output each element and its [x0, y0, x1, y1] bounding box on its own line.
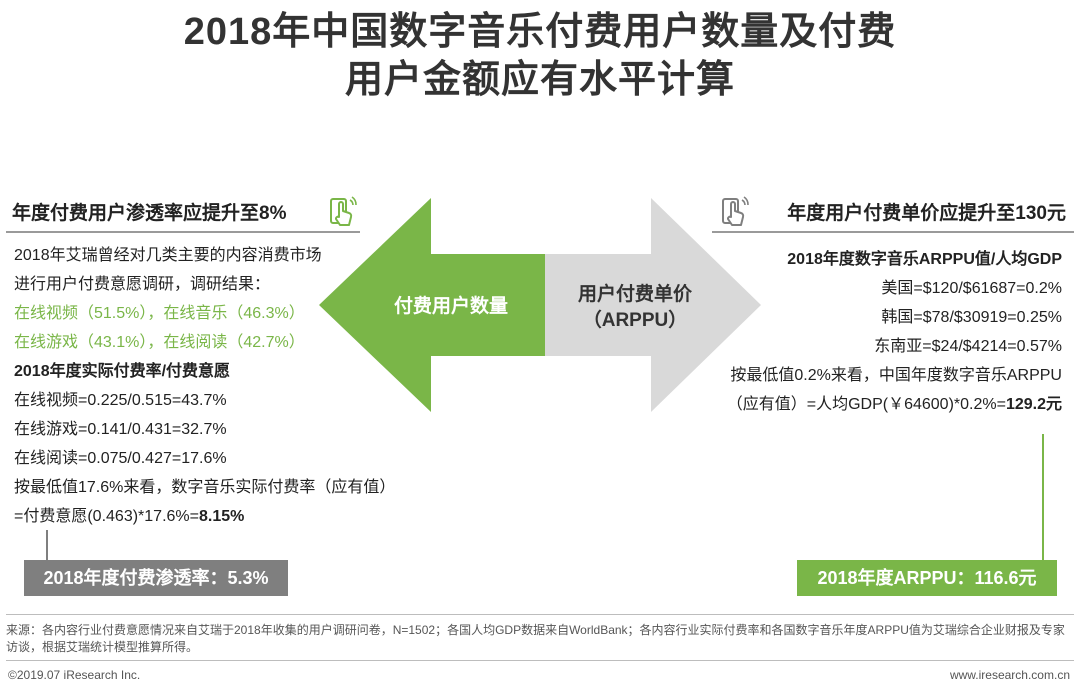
- left-line-5: 2018年度实际付费率/付费意愿: [14, 363, 231, 380]
- left-line-2: 进行用户付费意愿调研，调研结果：: [14, 276, 271, 293]
- phone-tap-icon: [722, 196, 749, 226]
- left-line-7: 在线游戏=0.141/0.431=32.7%: [14, 421, 227, 438]
- right-line-5: （应有值）=人均GDP(￥64600)*0.2%=129.2元: [727, 390, 1062, 419]
- left-line-4: 在线游戏（43.1%），在线阅读（42.7%）: [14, 334, 305, 351]
- phone-tap-icon: [330, 196, 357, 226]
- left-arrow: [319, 198, 545, 412]
- right-line-2: 韩国=$78/$30919=0.25%: [881, 309, 1062, 326]
- left-heading: 年度付费用户渗透率应提升至8%: [12, 203, 287, 224]
- right-result-box: 2018年度ARPPU：116.6元: [797, 560, 1057, 596]
- title-line-2: 用户金额应有水平计算: [344, 59, 735, 101]
- footer-divider: [6, 660, 1074, 661]
- right-arrow-label-line-1: 用户付费单价: [577, 284, 692, 305]
- left-formula: =付费意愿(0.463)*17.6%=: [14, 508, 199, 525]
- right-line-3: 东南亚=$24/$4214=0.57%: [874, 338, 1062, 355]
- right-formula-value: 129.2元: [1005, 396, 1062, 413]
- left-heading-divider: [6, 231, 360, 233]
- right-arrow: [545, 198, 761, 412]
- right-body: 2018年度数字音乐ARPPU值/人均GDP 美国=$120/$61687=0.…: [727, 245, 1062, 419]
- right-line-4: 按最低值0.2%来看，中国年度数字音乐ARPPU: [730, 367, 1062, 384]
- left-line-9: 按最低值17.6%来看，数字音乐实际付费率（应有值）: [14, 479, 396, 496]
- source-divider: [6, 614, 1074, 615]
- source-note: 来源：各内容行业付费意愿情况来自艾瑞于2018年收集的用户调研问卷，N=1502…: [6, 623, 1065, 654]
- page-title: 2018年中国数字音乐付费用户数量及付费 用户金额应有水平计算: [0, 8, 1080, 104]
- right-line-1: 美国=$120/$61687=0.2%: [881, 280, 1062, 297]
- left-result-box: 2018年度付费渗透率：5.3%: [24, 560, 288, 596]
- right-arrow-label-line-2: （ARPPU）: [582, 310, 688, 331]
- title-line-1: 2018年中国数字音乐付费用户数量及付费: [183, 11, 897, 53]
- left-line-8: 在线阅读=0.075/0.427=17.6%: [14, 450, 227, 467]
- left-arrow-label: 付费用户数量: [393, 296, 508, 317]
- left-line-6: 在线视频=0.225/0.515=43.7%: [14, 392, 227, 409]
- left-formula-value: 8.15%: [198, 508, 245, 525]
- right-heading: 年度用户付费单价应提升至130元: [787, 203, 1066, 224]
- double-arrow: [319, 198, 761, 412]
- left-connector: [46, 530, 48, 560]
- right-connector: [1042, 434, 1044, 560]
- right-formula: （应有值）=人均GDP(￥64600)*0.2%=: [726, 396, 1006, 413]
- left-body: 2018年艾瑞曾经对几类主要的内容消费市场 进行用户付费意愿调研，调研结果： 在…: [14, 241, 395, 531]
- right-subheading: 2018年度数字音乐ARPPU值/人均GDP: [787, 251, 1062, 268]
- right-arrow-label: 用户付费单价 （ARPPU）: [555, 282, 715, 334]
- copyright: ©2019.07 iResearch Inc.: [8, 668, 141, 682]
- left-line-1: 2018年艾瑞曾经对几类主要的内容消费市场: [14, 247, 322, 264]
- right-heading-divider: [712, 231, 1074, 233]
- left-line-3: 在线视频（51.5%），在线音乐（46.3%）: [14, 305, 305, 322]
- left-line-10: =付费意愿(0.463)*17.6%=8.15%: [14, 502, 395, 531]
- website: www.iresearch.com.cn: [949, 668, 1070, 682]
